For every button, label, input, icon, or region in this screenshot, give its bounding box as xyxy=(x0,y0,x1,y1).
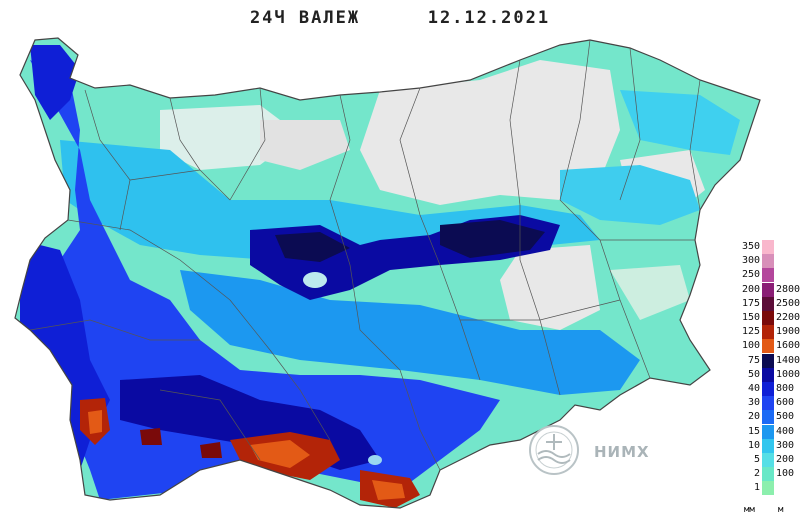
legend-row: 100 1600 xyxy=(738,339,800,354)
legend-mm-label: 50 xyxy=(747,368,760,380)
legend-swatch xyxy=(762,254,774,269)
legend-row: 250 xyxy=(738,268,800,283)
legend-row: 350 xyxy=(738,240,800,254)
legend-row: 2 100 xyxy=(738,467,800,482)
legend-mm-label: 1 xyxy=(753,482,760,494)
legend-row: 300 xyxy=(738,254,800,269)
legend-row: 10 300 xyxy=(738,438,800,453)
province-borders xyxy=(29,39,701,471)
legend-swatch xyxy=(762,240,774,254)
legend-height-label: 2200 xyxy=(776,312,800,323)
legend-row: 5 200 xyxy=(738,453,800,467)
legend-mm-label: 175 xyxy=(741,297,760,309)
legend-mm-label: 2 xyxy=(753,468,760,480)
legend-height-label: 200 xyxy=(776,454,795,465)
nimh-logo xyxy=(526,424,646,476)
legend-mm-label: 10 xyxy=(747,439,760,451)
legend-height-label: 1900 xyxy=(776,326,800,338)
legend-swatch xyxy=(762,282,774,297)
legend-mm-label: 40 xyxy=(747,383,760,394)
legend-swatch xyxy=(762,311,774,325)
legend-mm-label: 250 xyxy=(741,269,760,281)
legend-swatch xyxy=(762,296,774,311)
legend-mm-label: 100 xyxy=(741,340,760,352)
legend-height-label: 2500 xyxy=(776,297,800,309)
legend-row: 30 600 xyxy=(738,396,800,411)
legend: 350 300 250 200 2800 175 2500 150 2200 125 1900 100… xyxy=(738,240,800,517)
legend-mm-label: 5 xyxy=(753,454,760,465)
legend-row: 75 1400 xyxy=(738,353,800,368)
legend-height-label: 100 xyxy=(776,468,795,480)
legend-swatch xyxy=(762,424,774,439)
legend-height-label: 400 xyxy=(776,425,795,437)
legend-row: 50 1000 xyxy=(738,367,800,382)
legend-mm-label: 150 xyxy=(741,312,760,323)
legend-unit-mm: мм xyxy=(744,505,755,515)
nimh-emblem-icon xyxy=(529,425,579,475)
legend-swatch xyxy=(762,353,774,368)
legend-height-label: 300 xyxy=(776,439,795,451)
legend-swatch xyxy=(762,481,774,496)
title-date: 12.12.2021 xyxy=(427,8,551,28)
country-border xyxy=(14,37,761,509)
legend-mm-label: 30 xyxy=(747,397,760,409)
legend-swatch xyxy=(762,438,774,453)
legend-swatch xyxy=(762,339,774,354)
legend-height-label: 800 xyxy=(776,383,795,394)
legend-row: 125 1900 xyxy=(738,325,800,340)
legend-row: 40 800 xyxy=(738,382,800,396)
legend-row: 200 2800 xyxy=(738,282,800,297)
legend-height-label: 600 xyxy=(776,397,795,409)
legend-row: 1 xyxy=(738,481,800,496)
legend-swatch xyxy=(762,382,774,396)
map-title: 24Ч ВАЛЕЖ 12.12.2021 xyxy=(0,8,800,28)
legend-mm-label: 75 xyxy=(747,354,760,366)
legend-swatch xyxy=(762,367,774,382)
legend-mm-label: 200 xyxy=(741,283,760,295)
legend-row: 150 2200 xyxy=(738,311,800,325)
legend-height-label: 1000 xyxy=(776,368,800,380)
legend-height-label: 1400 xyxy=(776,354,800,366)
legend-height-label: 500 xyxy=(776,411,795,423)
legend-row: 20 500 xyxy=(738,410,800,425)
title-label: 24Ч ВАЛЕЖ xyxy=(249,8,361,28)
legend-swatch xyxy=(762,325,774,340)
legend-mm-label: 300 xyxy=(741,255,760,267)
legend-mm-label: 15 xyxy=(747,425,760,437)
legend-mm-label: 125 xyxy=(741,326,760,338)
legend-unit-m: м xyxy=(778,505,784,515)
legend-mm-label: 20 xyxy=(747,411,760,423)
legend-swatch xyxy=(762,453,774,467)
legend-row: 15 400 xyxy=(738,424,800,439)
legend-height-label: 1600 xyxy=(776,340,800,352)
nimh-logo-text: НИМХ xyxy=(594,443,650,461)
legend-swatch xyxy=(762,410,774,425)
legend-swatch xyxy=(762,268,774,283)
legend-mm-label: 350 xyxy=(741,241,760,252)
legend-swatch xyxy=(762,467,774,482)
legend-row: 175 2500 xyxy=(738,296,800,311)
legend-swatch xyxy=(762,396,774,411)
legend-height-label: 2800 xyxy=(776,283,800,295)
